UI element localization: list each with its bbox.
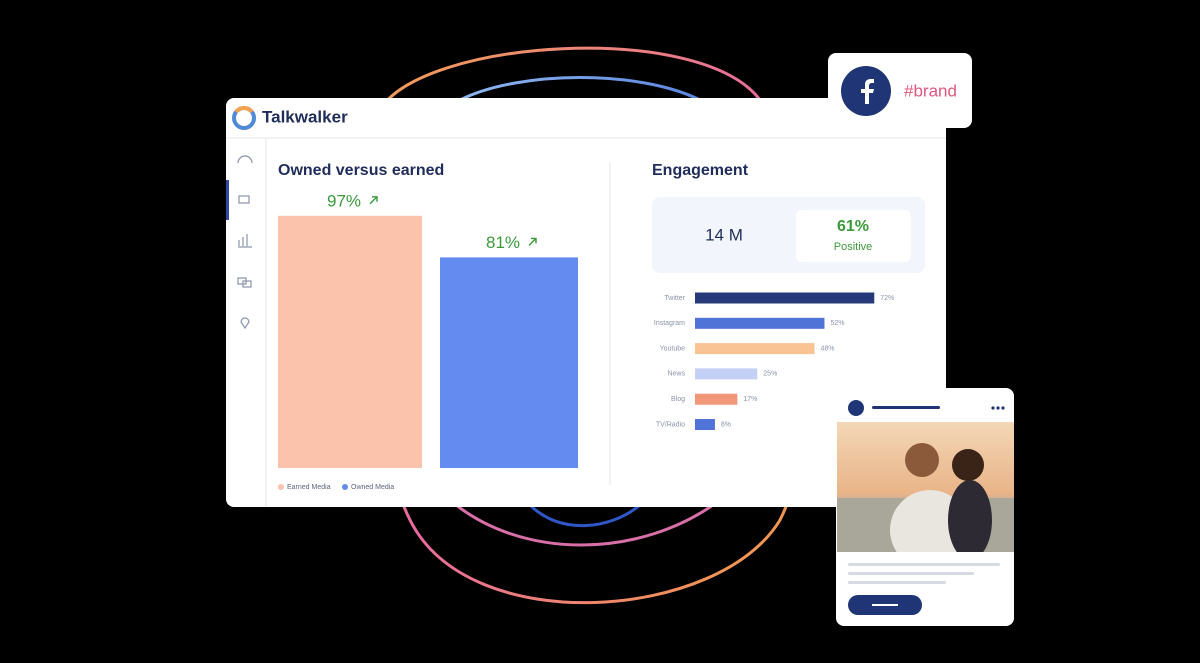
value-label: 17%: [743, 396, 757, 403]
category-label: Blog: [671, 396, 685, 403]
value-label: 72%: [880, 295, 894, 302]
bar: [695, 393, 738, 405]
category-label: Instagram: [654, 320, 685, 327]
caption-line: [848, 581, 946, 584]
positive-share: 61%: [837, 218, 869, 235]
value-label: 81%: [486, 233, 520, 252]
trend-arrow: [528, 237, 537, 246]
facebook-glyph: [861, 79, 874, 104]
category-label: News: [667, 371, 685, 378]
sidebar-icons[interactable]: [237, 155, 253, 330]
panel-title: Engagement: [652, 162, 749, 179]
decor-loop: [449, 498, 721, 547]
legend-label: Earned Media: [287, 484, 331, 491]
bar: [695, 368, 758, 380]
sidebar-active: [226, 180, 229, 220]
trend-arrow: [369, 196, 378, 205]
value-label: 97%: [327, 191, 361, 210]
username-placeholder: [872, 406, 940, 409]
legend-label: Owned Media: [351, 484, 394, 491]
bar: [695, 343, 815, 355]
caption-line: [848, 563, 1000, 566]
category-label: Twitter: [664, 295, 685, 302]
bar: [278, 215, 422, 468]
post-photo: [837, 422, 1014, 552]
category-label: Youtube: [660, 345, 686, 352]
decor-loop: [459, 76, 701, 102]
value-label: 8%: [721, 421, 731, 428]
brand-name: Talkwalker: [262, 107, 348, 126]
hashtag: #brand: [904, 81, 957, 100]
bar: [695, 292, 875, 304]
decor-loop: [528, 503, 641, 528]
button-placeholder: [872, 604, 898, 606]
bar: [695, 419, 715, 430]
panel-title: Owned versus earned: [278, 162, 444, 179]
value-label: 25%: [763, 371, 777, 378]
legend-swatch: [342, 484, 348, 490]
avatar: [848, 400, 864, 416]
logo: [232, 106, 256, 130]
bar: [695, 317, 825, 329]
positive-label: Positive: [834, 241, 873, 253]
value-label: 48%: [821, 345, 835, 352]
legend-swatch: [278, 484, 284, 490]
more-icon[interactable]: [991, 406, 1005, 410]
total-mentions: 14 M: [705, 225, 743, 244]
category-label: TV/Radio: [656, 421, 685, 428]
positive-box: [796, 210, 911, 262]
value-label: 52%: [830, 320, 844, 327]
bar: [440, 257, 578, 468]
caption-line: [848, 572, 974, 575]
